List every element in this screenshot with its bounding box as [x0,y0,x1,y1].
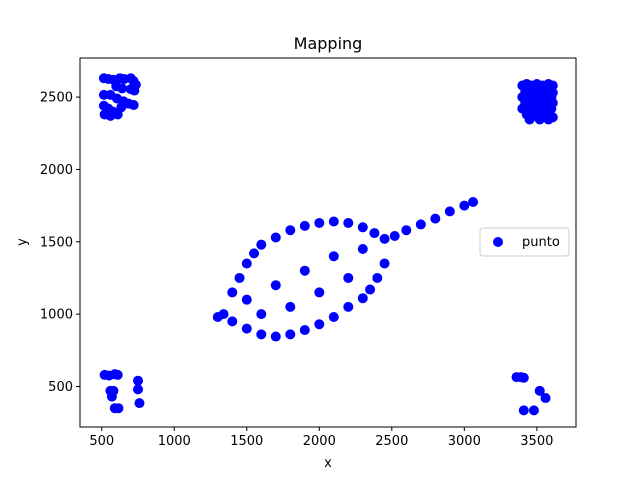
legend: punto [479,227,570,257]
y-axis-label: y [15,238,30,246]
y-tick-label: 2000 [40,163,73,178]
cluster-bottom-right [511,372,551,416]
data-point [117,83,128,94]
data-point [98,89,109,100]
y-axis: 500 1000 1500 2000 2500 [40,91,80,395]
data-point [328,216,339,227]
x-tick-label: 2500 [375,434,408,449]
data-point [227,287,238,298]
data-point [543,114,554,125]
data-point [328,251,339,262]
x-tick-label: 3000 [448,434,481,449]
y-tick-label: 500 [48,380,73,395]
data-point [415,219,426,230]
data-point [241,258,252,269]
data-point [299,265,310,276]
data-point [389,230,400,241]
data-point [459,200,470,211]
data-point [314,287,325,298]
legend-label: punto [522,235,560,250]
chart-title: Mapping [294,34,363,53]
plot-frame [79,57,577,428]
data-point [357,293,368,304]
x-axis-label: x [324,456,332,471]
data-point [430,213,441,224]
plot-marks [98,73,558,416]
data-point [357,222,368,233]
data-point [134,398,145,409]
data-point [105,110,116,121]
data-point [285,301,296,312]
data-point [534,114,545,125]
data-point [270,232,281,243]
x-axis: 500 1000 1500 2000 2500 3000 3500 [89,427,553,449]
data-point [256,309,267,320]
cluster-bottom-left [99,369,145,414]
data-point [343,301,354,312]
data-point [524,114,535,125]
cluster-center-body [212,196,479,342]
data-point [518,405,529,416]
data-point [328,312,339,323]
data-point [343,217,354,228]
x-tick-label: 1500 [230,434,263,449]
data-point [133,375,144,386]
data-point [379,233,390,244]
legend-marker [493,237,503,247]
data-point [241,323,252,334]
cluster-top-left [98,73,141,121]
data-point [468,196,479,207]
x-tick-label: 2000 [303,434,336,449]
data-point [285,225,296,236]
data-point [401,225,412,236]
data-point [534,385,545,396]
data-point [528,405,539,416]
x-tick-label: 500 [89,434,114,449]
legend-box [479,227,570,257]
data-point [256,329,267,340]
data-point [270,331,281,342]
data-point [379,258,390,269]
data-point [540,393,551,404]
data-point [249,248,260,259]
data-point [314,217,325,228]
data-point [444,206,455,217]
data-point [106,391,117,402]
data-point [234,272,245,283]
data-point [372,272,383,283]
cluster-top-right [517,79,558,125]
data-point [369,228,380,239]
y-tick-label: 1500 [40,235,73,250]
data-point [314,319,325,330]
data-point [357,244,368,255]
data-point [227,316,238,327]
data-point [299,220,310,231]
data-point [343,272,354,283]
y-tick-label: 2500 [40,91,73,106]
y-tick-label: 1000 [40,308,73,323]
data-point [129,85,140,96]
data-point [518,372,529,383]
x-tick-label: 1000 [158,434,191,449]
data-point [256,239,267,250]
data-point [299,325,310,336]
data-point [285,329,296,340]
data-point [113,403,124,414]
data-point [270,280,281,291]
x-tick-label: 3500 [520,434,553,449]
data-point [112,369,123,380]
data-point [218,309,229,320]
data-point [365,284,376,295]
data-point [241,294,252,305]
data-point [133,384,144,395]
data-point [128,100,139,111]
